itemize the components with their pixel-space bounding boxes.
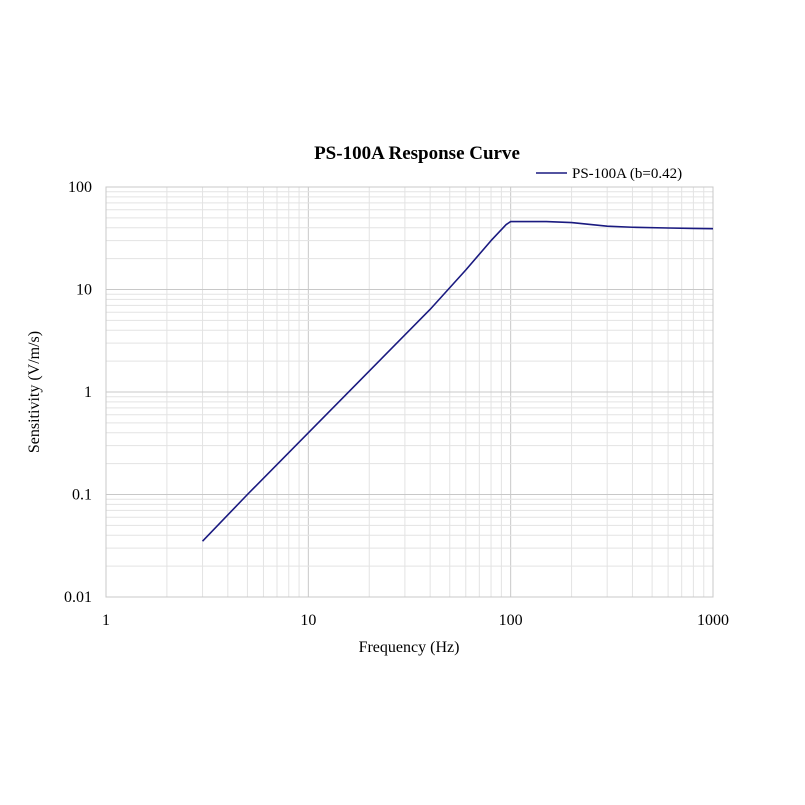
x-tick-label: 10	[300, 612, 316, 629]
plot-grid	[105, 187, 713, 598]
y-axis-ticks: 0.01 0.1 1 10 100	[64, 179, 92, 606]
series-line	[201, 220, 714, 542]
chart-title: PS-100A Response Curve	[314, 143, 520, 164]
x-tick-label: 1	[102, 612, 110, 629]
legend: PS-100A (b=0.42)	[536, 166, 682, 182]
y-tick-label: 100	[68, 179, 92, 196]
series-group	[201, 220, 714, 542]
y-axis-label: Sensitivity (V/m/s)	[26, 331, 43, 453]
y-tick-label: 1	[84, 384, 92, 401]
legend-label: PS-100A (b=0.42)	[572, 166, 682, 182]
y-tick-label: 0.1	[72, 487, 92, 504]
x-axis-ticks: 1 10 100 1000	[102, 612, 729, 629]
plot-frame	[105, 186, 714, 598]
y-tick-label: 0.01	[64, 589, 92, 606]
x-tick-label: 1000	[697, 612, 729, 629]
x-tick-label: 100	[499, 612, 523, 629]
x-axis-label: Frequency (Hz)	[359, 639, 460, 656]
y-tick-label: 10	[76, 282, 92, 299]
